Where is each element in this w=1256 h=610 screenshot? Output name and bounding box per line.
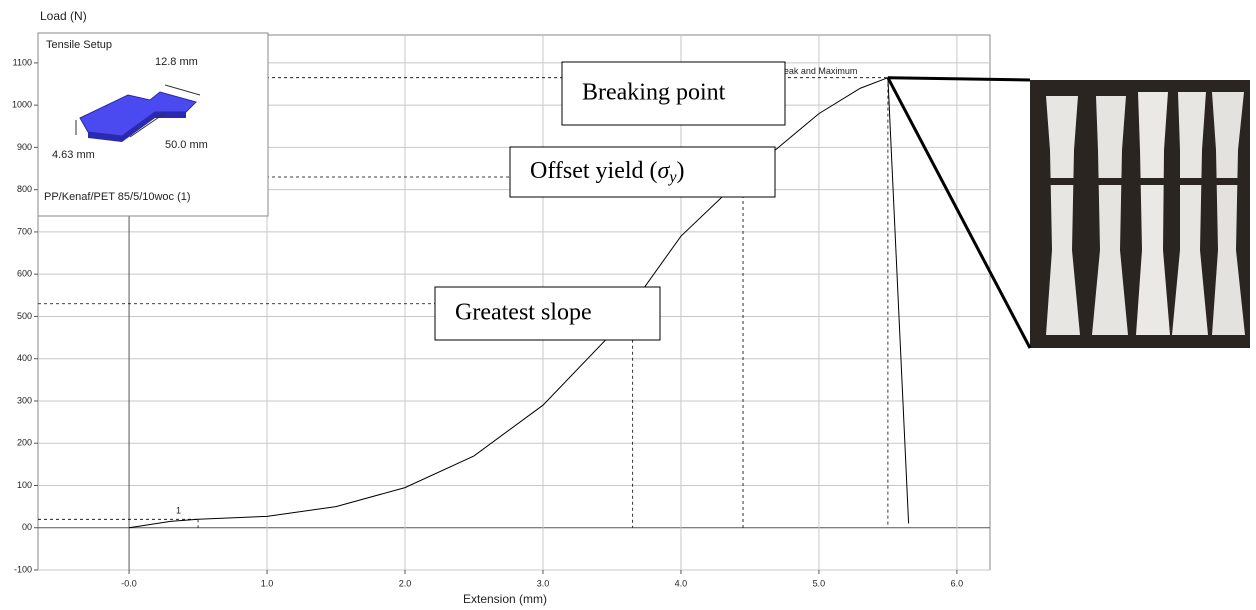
annotation-text: Greatest slope <box>455 299 592 325</box>
photo-break <box>1040 178 1245 185</box>
chart: -100 00 100 200 300 400 500 600 700 800 900 1000 110… <box>0 0 1256 610</box>
x-tick-label: 4.0 <box>675 578 688 588</box>
y-tick-label: 1100 <box>13 57 32 67</box>
annotation: Greatest slope <box>455 299 592 325</box>
point-label: Peak and Maximum <box>778 66 858 76</box>
y-tick-label: 600 <box>17 269 32 279</box>
y-tick-label: 500 <box>17 311 32 321</box>
specimen-photo <box>1030 80 1250 348</box>
y-tick-label: 900 <box>17 142 32 152</box>
y-tick-label: 200 <box>17 438 32 448</box>
legend-width: 12.8 mm <box>155 56 198 68</box>
point-label: 1 <box>176 506 181 516</box>
y-tick-label: 700 <box>17 226 32 236</box>
y-tick-label: 300 <box>17 395 32 405</box>
y-axis-title: Load (N) <box>40 9 87 23</box>
y-tick-label: 800 <box>17 184 32 194</box>
x-tick-label: 6.0 <box>951 578 964 588</box>
legend-sample: PP/Kenaf/PET 85/5/10woc (1) <box>44 191 191 203</box>
annotation-text: Offset yield ( <box>530 158 658 184</box>
y-tick-label: 100 <box>17 480 32 490</box>
legend-title: Tensile Setup <box>46 39 112 51</box>
x-tick-label: 5.0 <box>813 578 826 588</box>
legend: Tensile Setup 12.8 mm 50.0 mm 4.63 mm PP… <box>38 33 268 216</box>
x-tick-label: -0.0 <box>121 578 137 588</box>
y-tick-label: 400 <box>17 353 32 363</box>
legend-thickness: 4.63 mm <box>52 149 95 161</box>
annotation: Offset yield (σy) <box>530 158 684 186</box>
x-tick-label: 3.0 <box>537 578 550 588</box>
x-axis-title: Extension (mm) <box>463 592 547 606</box>
y-tick-label: 1000 <box>12 100 32 110</box>
x-tick-label: 1.0 <box>261 578 274 588</box>
y-tick-label: 00 <box>22 522 32 532</box>
annotation-text: Breaking point <box>582 79 726 105</box>
x-tick-label: 2.0 <box>399 578 412 588</box>
legend-length: 50.0 mm <box>165 139 208 151</box>
y-tick-label: -100 <box>14 564 32 574</box>
annotation-tail: ) <box>676 158 684 184</box>
legend-box <box>38 33 268 216</box>
annotation: Breaking point <box>582 79 726 105</box>
